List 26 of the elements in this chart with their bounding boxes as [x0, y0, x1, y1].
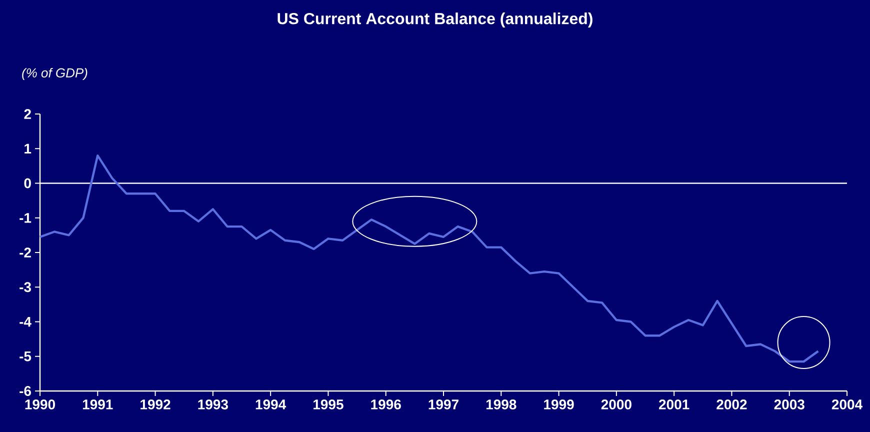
x-tick-label: 1994: [256, 400, 286, 410]
x-tick-label: 1991: [82, 400, 113, 410]
x-tick-label: 1996: [371, 400, 401, 410]
x-tick-label: 2002: [716, 400, 747, 410]
y-tick-label: -3: [20, 282, 31, 292]
y-tick-label: -6: [20, 386, 31, 396]
chart-title: US Current Account Balance (annualized): [278, 12, 592, 28]
x-tick-label: 2004: [832, 400, 863, 410]
x-tick-label: 1993: [198, 400, 228, 410]
y-tick-label: 2: [24, 109, 31, 119]
x-tick-label: 2000: [601, 400, 632, 410]
y-tick-label: -1: [20, 213, 32, 223]
x-tick-label: 1992: [140, 400, 170, 410]
x-tick-label: 2001: [658, 400, 690, 410]
x-tick-label: 1995: [314, 400, 344, 410]
x-tick-label: 2003: [774, 400, 804, 410]
x-tick-label: 1990: [25, 400, 55, 410]
y-tick-label: 1: [24, 144, 32, 154]
y-tick-label: -5: [20, 352, 32, 362]
x-tick-label: 1997: [428, 400, 458, 410]
y-tick-label: -2: [20, 248, 31, 258]
y-axis-title: (% of GDP): [22, 68, 88, 80]
x-tick-label: 1998: [486, 400, 516, 410]
y-tick-label: -4: [20, 316, 32, 327]
x-tick-label: 1999: [544, 400, 574, 410]
y-tick-label: 0: [24, 178, 31, 188]
